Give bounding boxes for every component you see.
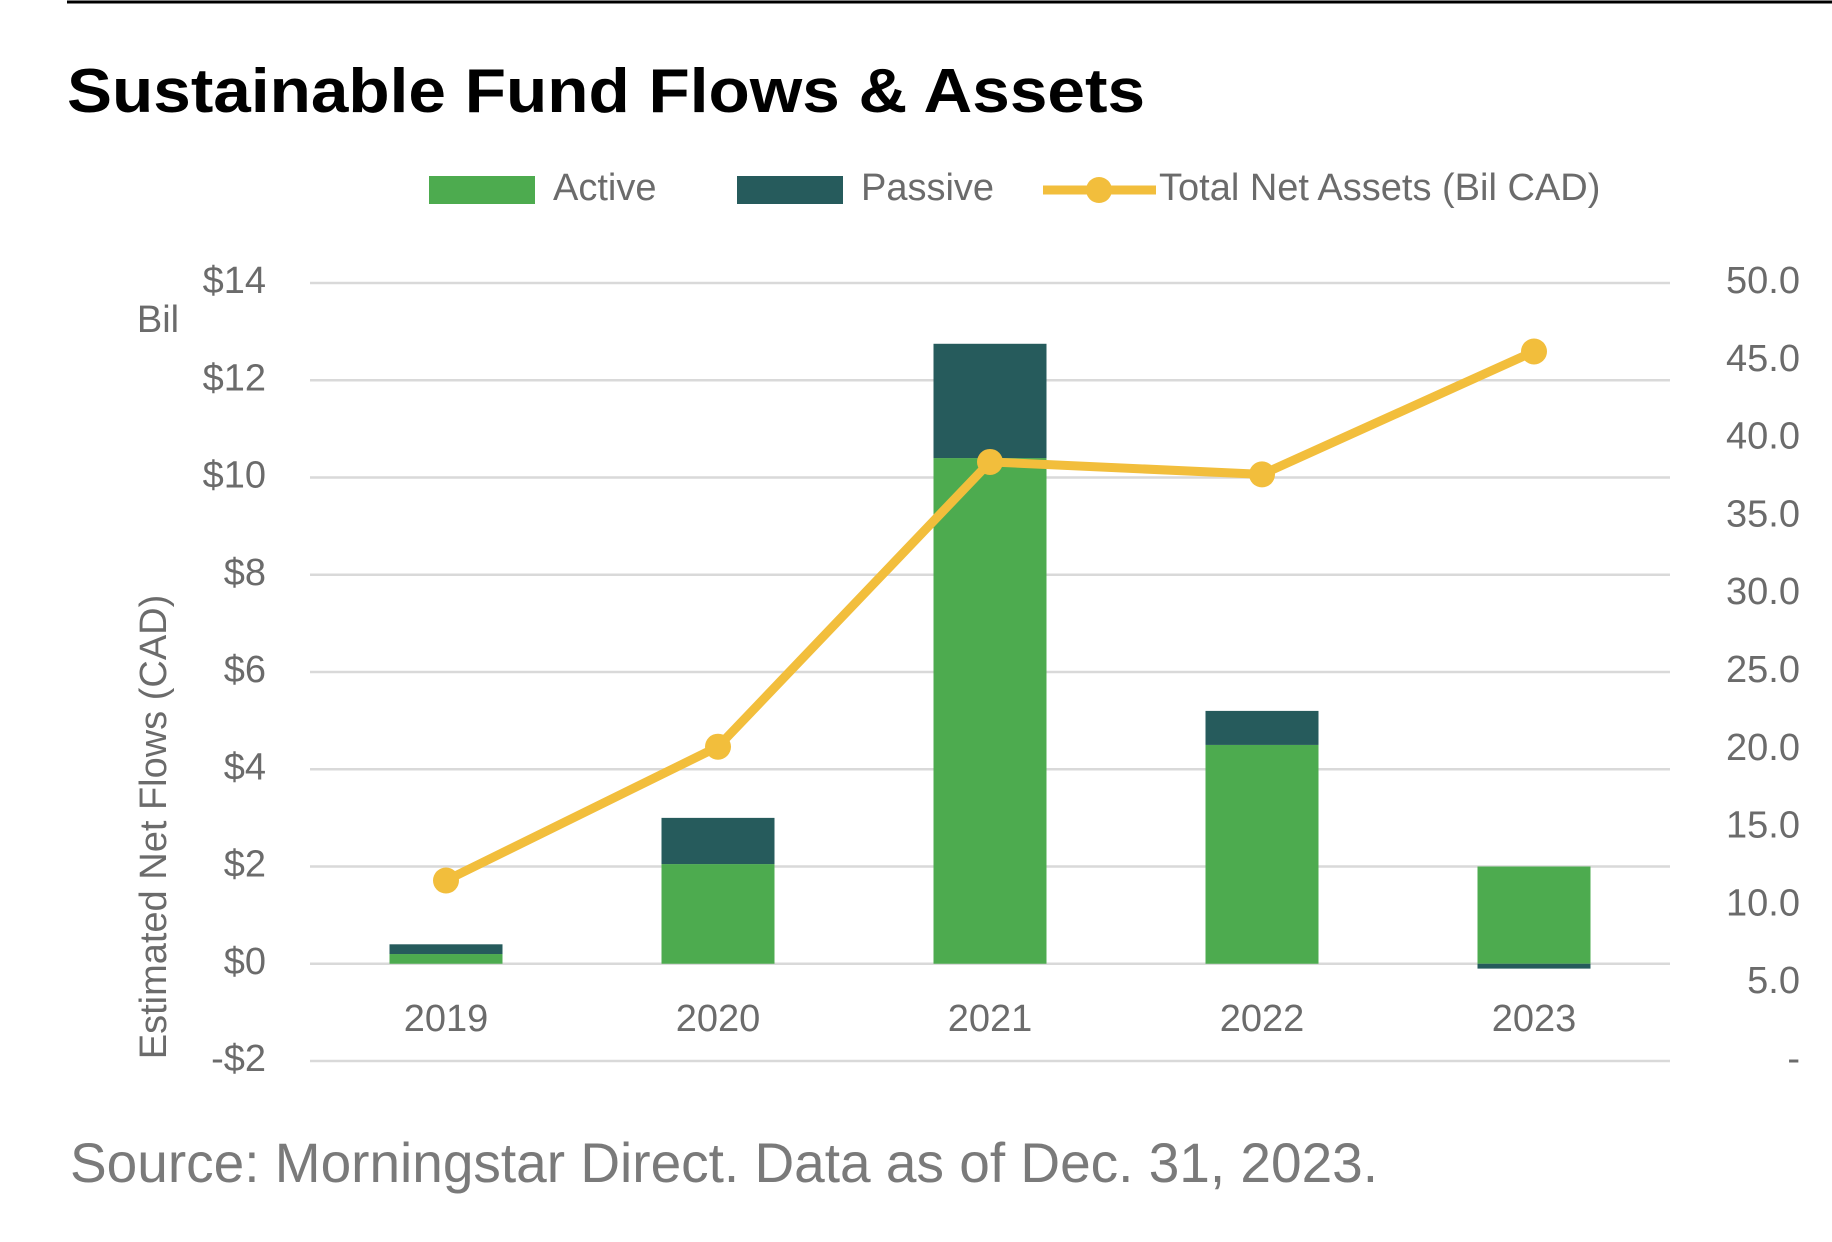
y2-tick-label: 40.0 <box>1726 416 1800 458</box>
y-tick-label: $8 <box>224 552 266 594</box>
line-point <box>433 867 459 894</box>
y2-tick-label: 5.0 <box>1747 960 1800 1002</box>
y2-tick-label: 35.0 <box>1726 493 1800 535</box>
y-tick-label: -$2 <box>211 1038 266 1080</box>
chart-title: Sustainable Fund Flows & Assets <box>67 57 1145 126</box>
bar-segment <box>661 817 775 865</box>
bar-segment <box>1205 710 1319 745</box>
y-tick-label: $10 <box>203 455 266 497</box>
x-tick-label: 2019 <box>404 998 489 1040</box>
x-tick-label: 2022 <box>1220 998 1305 1040</box>
legend-label: Passive <box>861 167 994 209</box>
y-unit: Bil <box>137 299 179 341</box>
legend-label: Total Net Assets (Bil CAD) <box>1159 167 1600 209</box>
legend-label: Active <box>553 167 656 209</box>
y2-tick-label: 30.0 <box>1726 571 1800 613</box>
y2-tick-label: 50.0 <box>1726 260 1800 302</box>
y-tick-label: $2 <box>224 844 266 886</box>
y2-tick-label: 45.0 <box>1726 338 1800 380</box>
x-tick-label: 2023 <box>1492 998 1577 1040</box>
bar-segment <box>1477 866 1591 964</box>
line-point <box>1249 461 1275 488</box>
bar-segment <box>389 944 503 955</box>
y-tick-label: $4 <box>224 746 266 788</box>
x-tick-label: 2020 <box>676 998 761 1040</box>
y2-tick-label: 15.0 <box>1726 805 1800 847</box>
y-tick-label: $0 <box>224 941 266 983</box>
bar-segment <box>933 343 1047 459</box>
line-point <box>1521 338 1547 365</box>
y-axis-title: Estimated Net Flows (CAD) <box>133 595 175 1060</box>
line-point <box>977 448 1003 475</box>
y-tick-label: $6 <box>224 649 266 691</box>
bar-segment <box>661 864 775 964</box>
line-point <box>705 733 731 760</box>
legend-swatch <box>429 176 535 204</box>
legend-swatch <box>737 176 843 204</box>
x-tick-label: 2021 <box>948 998 1033 1040</box>
legend-dot <box>1086 177 1112 203</box>
y-tick-label: $12 <box>203 357 266 399</box>
y2-tick-label: 20.0 <box>1726 727 1800 769</box>
y2-tick-label: 25.0 <box>1726 649 1800 691</box>
y2-tick-label: 10.0 <box>1726 882 1800 924</box>
y-tick-label: $14 <box>203 260 266 302</box>
y2-tick-label: - <box>1787 1038 1800 1080</box>
bar-segment <box>1205 744 1319 964</box>
source-note: Source: Morningstar Direct. Data as of D… <box>70 1131 1378 1194</box>
bar-segment <box>389 954 503 964</box>
bar-segment <box>1477 963 1591 969</box>
bar-segment <box>933 458 1047 964</box>
